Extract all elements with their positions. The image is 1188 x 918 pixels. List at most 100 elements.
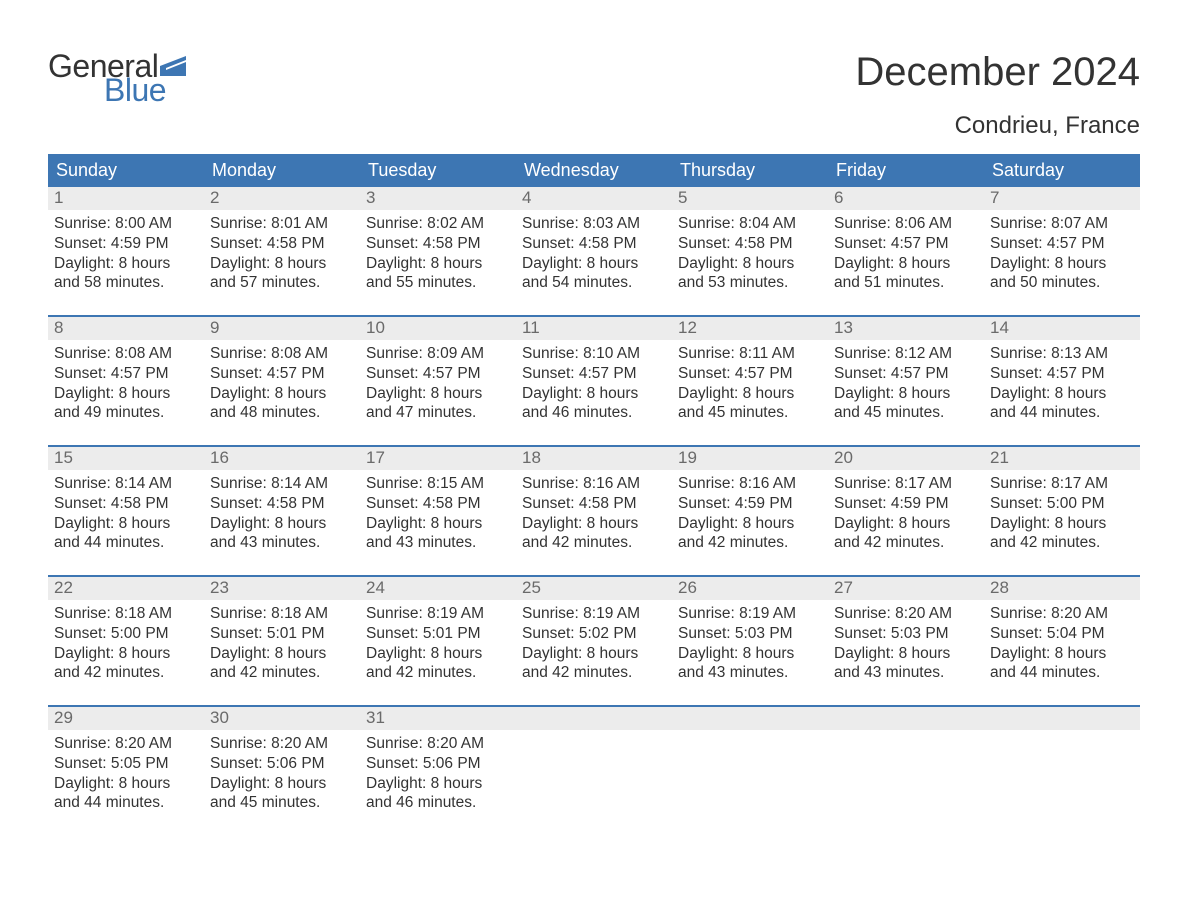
daylight-line-2: and 42 minutes. — [366, 663, 510, 683]
daylight-line-1: Daylight: 8 hours — [54, 514, 198, 534]
day-header-row: SundayMondayTuesdayWednesdayThursdayFrid… — [48, 154, 1140, 187]
daylight-line-2: and 42 minutes. — [522, 663, 666, 683]
sunset-line: Sunset: 5:05 PM — [54, 754, 198, 774]
sunset-line: Sunset: 4:59 PM — [54, 234, 198, 254]
day-cell: 9Sunrise: 8:08 AMSunset: 4:57 PMDaylight… — [204, 317, 360, 445]
day-header: Saturday — [984, 154, 1140, 187]
day-content: Sunrise: 8:06 AMSunset: 4:57 PMDaylight:… — [828, 210, 984, 301]
daylight-line-1: Daylight: 8 hours — [366, 384, 510, 404]
sunrise-line: Sunrise: 8:13 AM — [990, 344, 1134, 364]
daylight-line-2: and 44 minutes. — [990, 663, 1134, 683]
sunrise-line: Sunrise: 8:14 AM — [210, 474, 354, 494]
sunset-line: Sunset: 4:57 PM — [834, 234, 978, 254]
day-number: 22 — [48, 577, 204, 600]
day-number: 2 — [204, 187, 360, 210]
logo-text-blue: Blue — [104, 74, 186, 106]
sunrise-line: Sunrise: 8:20 AM — [210, 734, 354, 754]
daylight-line-1: Daylight: 8 hours — [54, 384, 198, 404]
daylight-line-2: and 42 minutes. — [834, 533, 978, 553]
day-content: Sunrise: 8:09 AMSunset: 4:57 PMDaylight:… — [360, 340, 516, 431]
sunrise-line: Sunrise: 8:16 AM — [522, 474, 666, 494]
sunrise-line: Sunrise: 8:01 AM — [210, 214, 354, 234]
daylight-line-1: Daylight: 8 hours — [990, 514, 1134, 534]
sunset-line: Sunset: 4:59 PM — [678, 494, 822, 514]
sunset-line: Sunset: 5:01 PM — [210, 624, 354, 644]
sunset-line: Sunset: 5:00 PM — [54, 624, 198, 644]
day-cell: 10Sunrise: 8:09 AMSunset: 4:57 PMDayligh… — [360, 317, 516, 445]
sunrise-line: Sunrise: 8:00 AM — [54, 214, 198, 234]
daylight-line-2: and 51 minutes. — [834, 273, 978, 293]
sunrise-line: Sunrise: 8:11 AM — [678, 344, 822, 364]
day-cell — [516, 707, 672, 835]
daylight-line-1: Daylight: 8 hours — [366, 644, 510, 664]
daylight-line-1: Daylight: 8 hours — [210, 384, 354, 404]
day-header: Thursday — [672, 154, 828, 187]
day-header: Wednesday — [516, 154, 672, 187]
daylight-line-1: Daylight: 8 hours — [522, 384, 666, 404]
daylight-line-2: and 49 minutes. — [54, 403, 198, 423]
daylight-line-1: Daylight: 8 hours — [210, 774, 354, 794]
sunrise-line: Sunrise: 8:06 AM — [834, 214, 978, 234]
day-content: Sunrise: 8:02 AMSunset: 4:58 PMDaylight:… — [360, 210, 516, 301]
daylight-line-2: and 53 minutes. — [678, 273, 822, 293]
day-number: 8 — [48, 317, 204, 340]
daylight-line-1: Daylight: 8 hours — [834, 254, 978, 274]
day-cell: 12Sunrise: 8:11 AMSunset: 4:57 PMDayligh… — [672, 317, 828, 445]
sunrise-line: Sunrise: 8:04 AM — [678, 214, 822, 234]
day-cell: 15 Sunrise: 8:14 AMSunset: 4:58 PMDayligh… — [48, 447, 204, 575]
sunrise-line: Sunrise: 8:07 AM — [990, 214, 1134, 234]
sunset-line: Sunset: 4:57 PM — [210, 364, 354, 384]
day-cell: 1Sunrise: 8:00 AMSunset: 4:59 PMDaylight… — [48, 187, 204, 315]
daylight-line-2: and 46 minutes. — [522, 403, 666, 423]
day-number: 5 — [672, 187, 828, 210]
day-number — [672, 707, 828, 730]
day-cell: 8Sunrise: 8:08 AMSunset: 4:57 PMDaylight… — [48, 317, 204, 445]
day-content: Sunrise: 8:19 AMSunset: 5:03 PMDaylight:… — [672, 600, 828, 691]
day-number: 10 — [360, 317, 516, 340]
day-content: Sunrise: 8:00 AMSunset: 4:59 PMDaylight:… — [48, 210, 204, 301]
location-subtitle: Condrieu, France — [48, 112, 1140, 140]
calendar: SundayMondayTuesdayWednesdayThursdayFrid… — [48, 154, 1140, 835]
daylight-line-1: Daylight: 8 hours — [990, 644, 1134, 664]
daylight-line-1: Daylight: 8 hours — [210, 254, 354, 274]
day-content: Sunrise: 8:18 AMSunset: 5:00 PMDaylight:… — [48, 600, 204, 691]
sunset-line: Sunset: 4:57 PM — [990, 234, 1134, 254]
week-row: 8Sunrise: 8:08 AMSunset: 4:57 PMDaylight… — [48, 315, 1140, 445]
sunset-line: Sunset: 4:59 PM — [834, 494, 978, 514]
daylight-line-1: Daylight: 8 hours — [678, 514, 822, 534]
sunset-line: Sunset: 4:57 PM — [366, 364, 510, 384]
day-cell: 11Sunrise: 8:10 AMSunset: 4:57 PMDayligh… — [516, 317, 672, 445]
day-number: 28 — [984, 577, 1140, 600]
day-number: 15 — [48, 447, 204, 470]
sunrise-line: Sunrise: 8:18 AM — [54, 604, 198, 624]
daylight-line-2: and 42 minutes. — [678, 533, 822, 553]
sunrise-line: Sunrise: 8:14 AM — [54, 474, 198, 494]
sunrise-line: Sunrise: 8:08 AM — [54, 344, 198, 364]
daylight-line-2: and 55 minutes. — [366, 273, 510, 293]
day-header: Friday — [828, 154, 984, 187]
week-row: 29Sunrise: 8:20 AMSunset: 5:05 PMDayligh… — [48, 705, 1140, 835]
sunset-line: Sunset: 4:58 PM — [210, 234, 354, 254]
week-row: 22Sunrise: 8:18 AMSunset: 5:00 PMDayligh… — [48, 575, 1140, 705]
sunset-line: Sunset: 4:58 PM — [54, 494, 198, 514]
day-header: Sunday — [48, 154, 204, 187]
day-content: Sunrise: 8:08 AMSunset: 4:57 PMDaylight:… — [204, 340, 360, 431]
day-number: 3 — [360, 187, 516, 210]
sunrise-line: Sunrise: 8:20 AM — [990, 604, 1134, 624]
daylight-line-2: and 57 minutes. — [210, 273, 354, 293]
day-cell: 30Sunrise: 8:20 AMSunset: 5:06 PMDayligh… — [204, 707, 360, 835]
day-cell: 23Sunrise: 8:18 AMSunset: 5:01 PMDayligh… — [204, 577, 360, 705]
day-content: Sunrise: 8:01 AMSunset: 4:58 PMDaylight:… — [204, 210, 360, 301]
day-cell: 5Sunrise: 8:04 AMSunset: 4:58 PMDaylight… — [672, 187, 828, 315]
day-cell: 28Sunrise: 8:20 AMSunset: 5:04 PMDayligh… — [984, 577, 1140, 705]
day-number: 13 — [828, 317, 984, 340]
day-number — [516, 707, 672, 730]
day-cell: 21Sunrise: 8:17 AMSunset: 5:00 PMDayligh… — [984, 447, 1140, 575]
day-number: 26 — [672, 577, 828, 600]
sunrise-line: Sunrise: 8:15 AM — [366, 474, 510, 494]
sunset-line: Sunset: 4:57 PM — [678, 364, 822, 384]
day-content: Sunrise: 8:20 AMSunset: 5:06 PMDaylight:… — [204, 730, 360, 821]
day-number: 31 — [360, 707, 516, 730]
logo: General Blue — [48, 50, 186, 106]
sunset-line: Sunset: 4:58 PM — [678, 234, 822, 254]
